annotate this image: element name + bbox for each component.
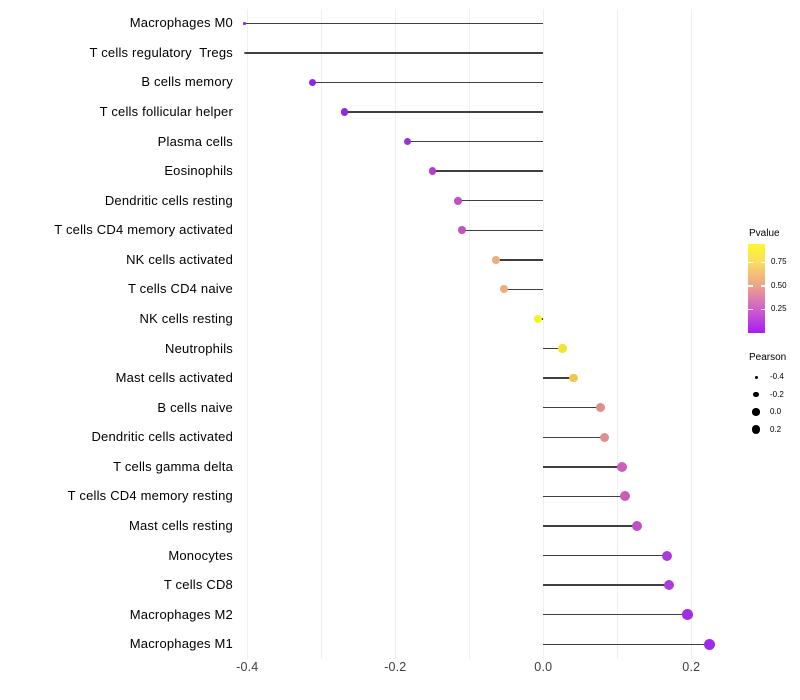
data-point <box>617 461 628 472</box>
gridline <box>468 8 470 660</box>
lollipop-stem <box>543 436 605 438</box>
data-point <box>492 255 500 264</box>
lollipop-stem <box>432 170 544 172</box>
gridline <box>394 8 396 660</box>
colorbar-tick-label: 0.25 <box>771 304 787 314</box>
lollipop-stem <box>245 52 544 54</box>
x-tick-label: -0.2 <box>384 660 407 674</box>
pearson-size-label: 0.2 <box>770 424 782 434</box>
lollipop-stem <box>461 229 544 231</box>
y-axis-label: B cells memory <box>141 74 233 90</box>
colorbar-tick-mark <box>748 285 753 287</box>
x-tick-label: 0.2 <box>682 660 701 674</box>
lollipop-stem <box>543 613 688 616</box>
data-point <box>458 226 466 235</box>
y-axis-label: T cells regulatory Tregs <box>89 44 233 60</box>
pearson-size-label: -0.2 <box>770 389 784 399</box>
y-axis-label: Neutrophils <box>165 340 233 356</box>
lollipop-stem <box>543 554 667 557</box>
y-axis-label: NK cells resting <box>139 310 233 326</box>
lollipop-stem <box>543 377 574 379</box>
lollipop-stem <box>407 140 544 143</box>
y-axis-label: Macrophages M2 <box>129 606 233 622</box>
pvalue-legend-title: Pvalue <box>749 228 780 239</box>
pearson-size-dot <box>751 425 761 434</box>
lollipop-stem <box>312 81 544 84</box>
colorbar-tick-mark <box>748 261 753 264</box>
x-tick-label: 0.0 <box>534 660 553 674</box>
y-axis-label: B cells naive <box>157 399 233 415</box>
colorbar-tick-label: 0.75 <box>771 257 787 267</box>
data-point <box>682 609 693 621</box>
y-axis-label: T cells gamma delta <box>113 458 233 474</box>
y-axis-label: T cells follicular helper <box>99 103 233 119</box>
data-point <box>631 520 642 531</box>
y-axis-label: Macrophages M1 <box>129 636 233 652</box>
gridline <box>246 8 248 660</box>
y-axis-label: T cells CD4 naive <box>127 281 233 297</box>
data-point <box>500 285 509 294</box>
y-axis-label: NK cells activated <box>126 251 233 267</box>
data-point <box>595 403 605 413</box>
colorbar-tick-mark <box>760 261 765 264</box>
pearson-size-dot <box>754 375 758 379</box>
gridline <box>320 8 322 660</box>
data-point <box>533 314 543 324</box>
data-point <box>703 638 715 650</box>
colorbar-tick-mark <box>748 308 753 311</box>
pearson-legend-title: Pearson <box>749 352 787 363</box>
y-axis-label: T cells CD4 memory resting <box>67 488 233 504</box>
lollipop-stem <box>458 200 544 202</box>
lollipop-stem <box>543 584 670 586</box>
lollipop-stem <box>543 406 601 409</box>
colorbar-tick-mark <box>760 308 765 311</box>
data-point <box>569 373 578 383</box>
colorbar-tick-label: 0.50 <box>771 280 787 290</box>
lollipop-stem <box>543 466 623 468</box>
pvalue-colorbar <box>748 244 765 333</box>
lollipop-stem <box>344 111 544 113</box>
colorbar-tick-mark <box>760 285 765 287</box>
lollipop-stem <box>244 22 544 24</box>
data-point <box>243 51 247 55</box>
lollipop-stem <box>495 259 544 261</box>
gridline <box>690 8 692 660</box>
data-point <box>661 550 672 561</box>
gridline <box>616 8 618 660</box>
data-point <box>620 491 631 502</box>
pearson-size-dot <box>753 391 759 398</box>
y-axis-label: Plasma cells <box>157 133 233 149</box>
data-point <box>454 196 463 205</box>
data-point <box>308 78 316 86</box>
data-point <box>428 167 436 175</box>
y-axis-label: Eosinophils <box>164 163 233 179</box>
y-axis-label: T cells CD8 <box>163 577 233 593</box>
y-axis-label: T cells CD4 memory activated <box>54 222 233 238</box>
pearson-size-label: 0.0 <box>770 407 782 416</box>
data-point <box>600 432 610 442</box>
pearson-size-label: -0.4 <box>770 372 784 381</box>
y-axis-label: Macrophages M0 <box>129 15 233 31</box>
data-point <box>663 579 675 591</box>
y-axis-label: Mast cells activated <box>115 370 233 386</box>
y-axis-label: Monocytes <box>168 547 233 563</box>
data-point <box>558 344 567 353</box>
data-point <box>243 21 246 25</box>
gridline <box>542 8 544 660</box>
pearson-size-dot <box>752 408 760 416</box>
lollipop-stem <box>543 525 637 527</box>
lollipop-stem <box>543 347 563 350</box>
x-tick-label: -0.4 <box>236 660 259 674</box>
y-axis-label: Dendritic cells activated <box>91 429 233 445</box>
data-point <box>340 108 348 116</box>
y-axis-label: Dendritic cells resting <box>104 192 233 208</box>
lollipop-stem <box>504 288 544 291</box>
y-axis-label: Mast cells resting <box>128 517 233 533</box>
lollipop-stem <box>543 495 626 498</box>
lollipop-stem <box>543 643 710 645</box>
data-point <box>403 138 411 146</box>
